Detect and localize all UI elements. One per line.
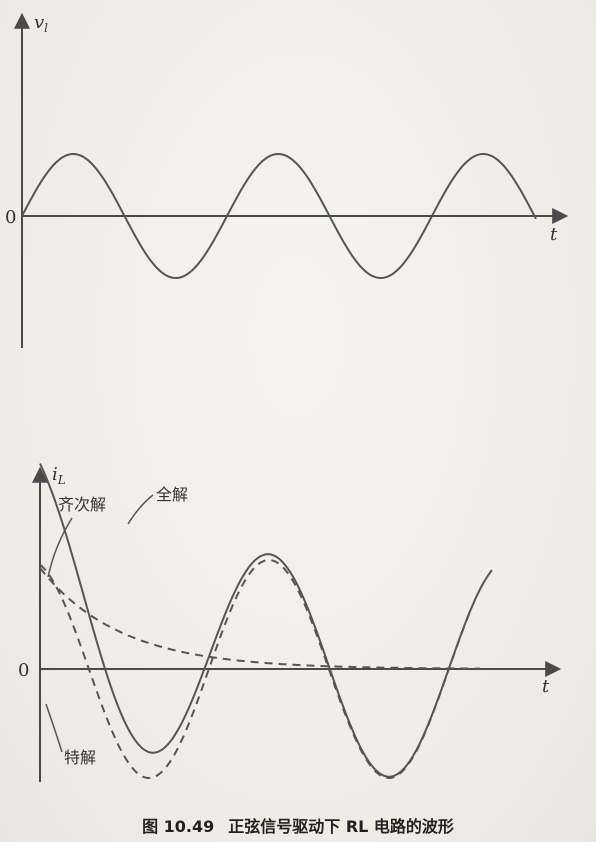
bottom-origin-label: 0 <box>18 660 29 681</box>
bottom-x-label: t <box>542 676 550 697</box>
particular-solution-label: 特解 <box>64 748 96 767</box>
total-solution-curve <box>39 463 493 778</box>
homogeneous-solution-curve <box>39 567 480 670</box>
top-plot: vl 0 t <box>5 12 569 348</box>
particular-leader-line <box>45 703 63 753</box>
figure-caption: 图 10.49 正弦信号驱动下 RL 电路的波形 <box>142 817 454 836</box>
total-solution-label: 全解 <box>156 485 188 504</box>
homogeneous-leader-line <box>47 517 73 578</box>
total-leader-line <box>127 494 154 525</box>
bottom-y-label: iL <box>52 464 66 487</box>
top-origin-label: 0 <box>5 207 16 228</box>
top-sine-curve <box>21 152 537 280</box>
top-x-label: t <box>550 224 558 245</box>
homogeneous-solution-label: 齐次解 <box>58 495 106 514</box>
top-y-label: vl <box>34 12 48 35</box>
bottom-plot: iL 0 t 齐次解 全解 特解 <box>18 463 562 782</box>
